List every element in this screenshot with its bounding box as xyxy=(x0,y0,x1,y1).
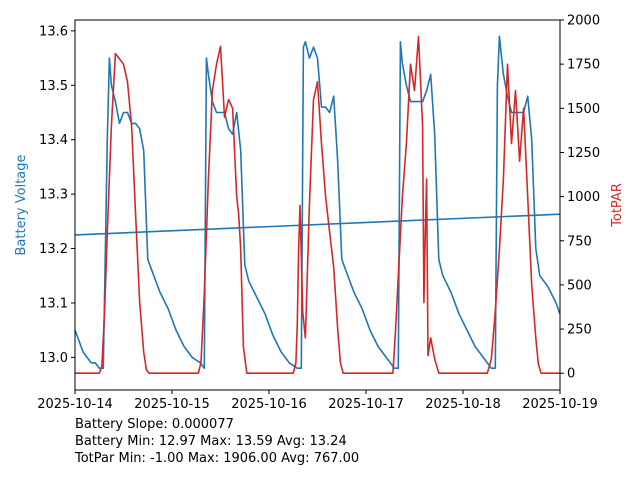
y-left-tick-label: 13.1 xyxy=(39,296,68,311)
x-tick-label: 2025-10-16 xyxy=(231,397,307,412)
stats-line-3: TotPar Min: -1.00 Max: 1906.00 Avg: 767.… xyxy=(75,451,360,466)
y-axis-right-label: TotPAR xyxy=(610,183,625,228)
plot-frame xyxy=(74,19,561,391)
y-left-tick-label: 13.2 xyxy=(39,242,68,257)
y-right-tick-label: 250 xyxy=(567,323,592,338)
stats-line-1: Battery Slope: 0.000077 xyxy=(75,417,234,432)
y-axis-left-label: Battery Voltage xyxy=(14,154,29,255)
y-left-tick-label: 13.6 xyxy=(39,24,68,39)
y-right-tick-label: 1250 xyxy=(567,146,600,161)
y-right-tick-label: 0 xyxy=(567,367,575,382)
y-right-tick-label: 1000 xyxy=(567,190,600,205)
battery-trend-line xyxy=(74,213,561,236)
battery-voltage-line xyxy=(74,35,561,370)
plot-area xyxy=(74,35,561,375)
x-tick-label: 2025-10-15 xyxy=(134,397,210,412)
y-left-tick-label: 13.4 xyxy=(39,133,68,148)
x-tick-label: 2025-10-19 xyxy=(522,397,598,412)
x-tick-label: 2025-10-14 xyxy=(37,397,113,412)
y-left-tick-label: 13.3 xyxy=(39,188,68,203)
y-right-tick-label: 750 xyxy=(567,234,592,249)
stats-line-2: Battery Min: 12.97 Max: 13.59 Avg: 13.24 xyxy=(75,434,347,449)
y-right-tick-label: 1750 xyxy=(567,58,600,73)
y-left-tick-label: 13.5 xyxy=(39,79,68,94)
totpar-line xyxy=(75,35,560,375)
y-axis-right: 0 250 500 750 1000 1250 1500 1750 2000 xyxy=(560,14,600,382)
x-tick-label: 2025-10-17 xyxy=(328,397,404,412)
y-left-tick-label: 13.0 xyxy=(39,351,68,366)
x-tick-label: 2025-10-18 xyxy=(425,397,501,412)
y-axis-left: 13.0 13.1 13.2 13.3 13.4 13.5 13.6 xyxy=(39,24,75,366)
y-right-tick-label: 1500 xyxy=(567,102,600,117)
y-right-tick-label: 2000 xyxy=(567,14,600,29)
x-axis: 2025-10-14 2025-10-15 2025-10-16 2025-10-17… xyxy=(37,390,598,412)
y-right-tick-label: 500 xyxy=(567,278,592,293)
